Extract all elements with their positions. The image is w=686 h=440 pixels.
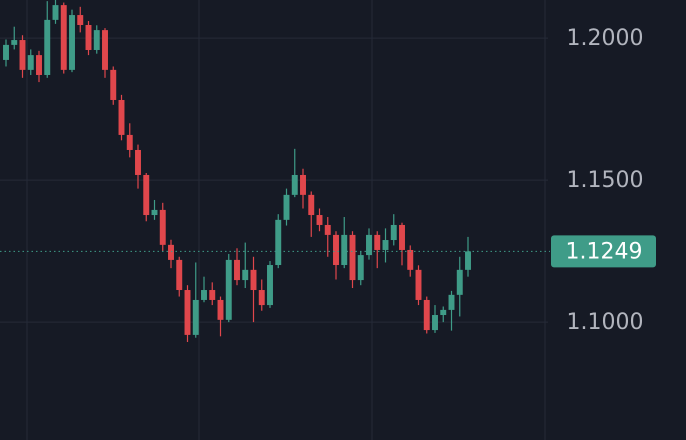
candle-body <box>69 15 75 70</box>
candle-body <box>192 299 199 335</box>
candle-body <box>308 194 315 216</box>
candle-body <box>77 15 84 25</box>
candle-body <box>176 259 183 291</box>
last-price-badge <box>551 235 656 268</box>
candle-body <box>135 149 141 175</box>
candle-body <box>333 234 339 266</box>
last-price-label: 1.1249 <box>566 239 643 264</box>
candle-body <box>448 294 455 310</box>
candle-body <box>151 209 158 216</box>
candle-body <box>432 315 438 331</box>
candle-body <box>93 30 100 50</box>
candle-body <box>217 299 224 320</box>
candle-body <box>250 269 257 291</box>
candle-body <box>110 69 117 100</box>
candle-body <box>316 215 323 225</box>
candle-body <box>300 174 306 195</box>
candle-body <box>242 269 249 281</box>
candle-body <box>465 251 471 270</box>
candle-body <box>60 5 67 70</box>
candle-body <box>324 224 331 235</box>
candle-body <box>168 244 174 260</box>
candle-body <box>44 19 51 75</box>
candle-body <box>423 299 430 331</box>
candle-body <box>366 234 372 256</box>
candle-body <box>102 30 108 70</box>
candle-body <box>390 224 397 241</box>
candle-body <box>283 194 290 220</box>
candle-body <box>382 240 389 250</box>
candle-body <box>36 55 42 75</box>
candle-body <box>3 44 9 60</box>
candle-body <box>357 255 364 281</box>
candle-body <box>267 265 273 306</box>
y-tick-label: 1.1500 <box>567 168 644 193</box>
candle-body <box>201 290 207 300</box>
candle-body <box>159 209 166 245</box>
candle-body <box>374 234 381 250</box>
candle-body <box>456 269 463 295</box>
candle-body <box>275 219 282 266</box>
candle-body <box>143 174 150 216</box>
candle-body <box>399 224 405 250</box>
candle-body <box>11 40 18 45</box>
candle-body <box>349 234 356 281</box>
candle-body <box>52 5 59 20</box>
candle-body <box>19 40 26 70</box>
candle-body <box>415 269 422 300</box>
candle-body <box>209 290 216 300</box>
y-tick-label: 1.2000 <box>567 26 644 51</box>
y-tick-label: 1.1000 <box>567 310 644 335</box>
candle-body <box>341 234 348 266</box>
candle-body <box>225 259 232 320</box>
candle-body <box>407 249 414 270</box>
candle-body <box>234 259 240 281</box>
candle-body <box>85 24 92 50</box>
candle-body <box>126 134 133 150</box>
candle-body <box>184 290 191 335</box>
candle-body <box>440 309 447 316</box>
candle-body <box>258 290 265 306</box>
candle-body <box>291 174 298 195</box>
candle-body <box>118 99 125 135</box>
candle-body <box>27 55 34 70</box>
